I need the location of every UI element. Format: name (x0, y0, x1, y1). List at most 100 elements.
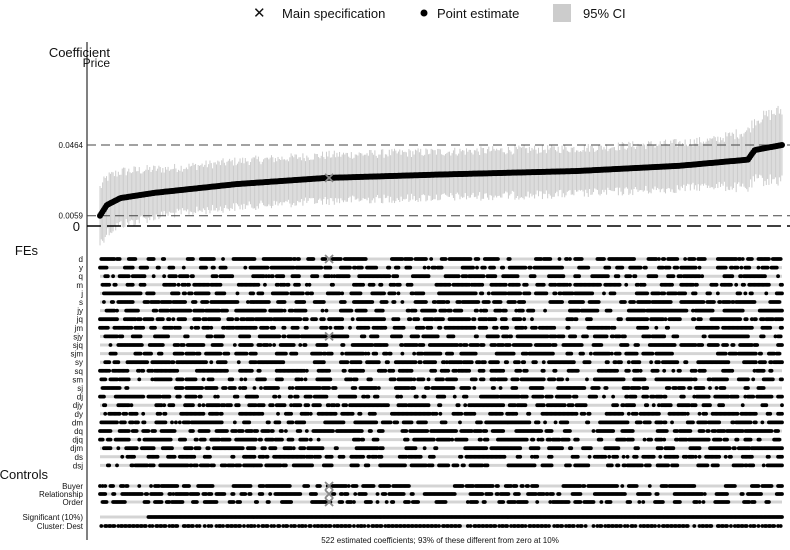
spec-dot (475, 265, 479, 270)
spec-dot (746, 334, 750, 339)
spec-dot (749, 291, 754, 296)
spec-dot (386, 360, 390, 365)
spec-dot (141, 325, 146, 330)
spec-dot (387, 274, 392, 279)
spec-dot (515, 274, 520, 279)
spec-dot (397, 282, 402, 287)
spec-dot (183, 282, 187, 287)
spec-dot (426, 265, 431, 270)
spec-dot (253, 351, 258, 356)
spec-dot (204, 360, 208, 365)
spec-dot (129, 325, 134, 330)
spec-dot (388, 351, 393, 356)
spec-dot (116, 360, 121, 365)
spec-dot (268, 343, 273, 347)
spec-dot (671, 274, 676, 279)
spec-dot (551, 351, 555, 356)
spec-dot (602, 257, 606, 261)
spec-dot (263, 282, 267, 287)
spec-dot (400, 257, 405, 261)
legend-point-estimate-label: Point estimate (437, 6, 519, 21)
spec-dot (612, 325, 617, 330)
spec-dot (246, 300, 250, 304)
spec-dot (725, 343, 729, 347)
spec-dot (358, 291, 363, 296)
spec-dot (222, 291, 227, 296)
spec-dot (691, 282, 695, 287)
spec-dot (126, 274, 131, 279)
spec-dot (472, 317, 477, 322)
spec-dot (159, 351, 164, 356)
spec-dot (272, 325, 276, 330)
spec-dot (276, 282, 280, 287)
spec-row: jy (76, 307, 784, 316)
spec-dot (416, 334, 420, 339)
spec-dot (749, 257, 754, 261)
spec-dot (464, 274, 469, 279)
spec-dot (171, 360, 176, 365)
spec-dot (479, 308, 483, 313)
spec-dot (493, 274, 498, 279)
spec-dot (125, 368, 130, 373)
spec-dot (142, 274, 147, 279)
main-spec-marker (324, 173, 334, 183)
spec-dot (723, 351, 728, 356)
legend-point-estimate: Point estimate (420, 6, 519, 21)
spec-dot (230, 317, 235, 322)
spec-dot (338, 257, 343, 261)
spec-dot (753, 317, 758, 322)
spec-dot (496, 257, 500, 261)
spec-dot (283, 351, 288, 356)
spec-dot (710, 308, 715, 313)
spec-dot (524, 282, 529, 287)
spec-dot (209, 334, 214, 339)
spec-dot (774, 265, 779, 270)
spec-dot (399, 334, 403, 339)
spec-dot (541, 282, 546, 287)
spec-row-label: d (79, 255, 83, 264)
spec-dot (138, 351, 143, 356)
spec-dot (244, 351, 249, 356)
spec-dot (418, 360, 423, 365)
spec-dot (197, 351, 202, 356)
spec-dot (645, 291, 650, 296)
spec-dot (235, 291, 240, 296)
spec-dot (516, 282, 521, 287)
spec-dot (298, 317, 303, 322)
spec-dot (320, 308, 325, 313)
spec-dot (290, 308, 295, 313)
spec-dot (252, 257, 257, 261)
spec-dot (777, 351, 782, 356)
spec-row: jm (74, 324, 784, 333)
spec-dot (412, 351, 417, 356)
spec-dot (541, 360, 546, 365)
spec-dot (153, 325, 157, 330)
spec-dot (739, 265, 744, 270)
spec-dot (214, 274, 219, 279)
spec-dot (160, 343, 165, 347)
spec-dot (467, 282, 472, 287)
spec-dot (183, 317, 187, 322)
spec-dot (780, 360, 784, 365)
spec-dot (340, 317, 345, 322)
spec-dot (723, 265, 728, 270)
spec-dot (297, 282, 301, 287)
spec-dot (189, 325, 194, 330)
spec-dot (634, 351, 639, 356)
spec-dot (181, 265, 186, 270)
spec-dot (167, 317, 172, 322)
spec-dot (531, 308, 536, 313)
spec-dot (332, 274, 337, 279)
spec-dot (108, 343, 113, 347)
spec-dot (282, 325, 287, 330)
spec-dot (654, 325, 659, 330)
spec-dot (617, 351, 622, 356)
spec-dot (438, 325, 443, 330)
spec-dot (617, 282, 622, 287)
spec-dot (422, 265, 427, 270)
spec-row-label: q (79, 272, 83, 281)
spec-dot (484, 325, 489, 330)
spec-dot (571, 360, 576, 365)
spec-dot (396, 265, 401, 270)
spec-dot (638, 265, 643, 270)
